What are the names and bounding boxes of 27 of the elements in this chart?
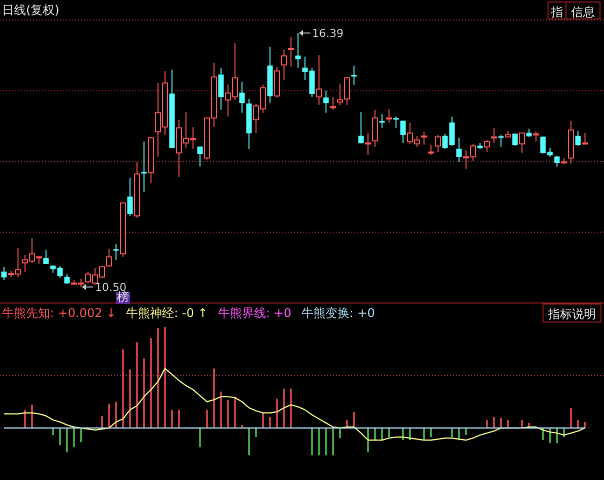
candlestick [141, 141, 147, 193]
candlestick [288, 36, 294, 68]
candlestick [239, 81, 245, 114]
text: 榜 [117, 290, 129, 304]
annotation: 16.39 [312, 27, 344, 40]
text: 牛熊先知: +0.002 ↓ [2, 306, 116, 320]
candlestick [372, 109, 378, 148]
candlestick [379, 114, 385, 128]
candlestick [351, 65, 357, 86]
candlestick [323, 90, 329, 114]
chart-title: 日线(复权) [2, 3, 60, 17]
legend-label: 牛熊界线: +0 [218, 306, 292, 320]
candlestick [281, 49, 287, 81]
text: 牛熊变换: +0 [301, 306, 375, 320]
candlestick [568, 120, 574, 164]
candlestick [218, 67, 224, 110]
candlestick [246, 98, 252, 150]
text: 指标说明 [547, 307, 596, 321]
candlestick [456, 137, 462, 162]
candlestick [113, 243, 119, 260]
candlestick [295, 32, 301, 68]
text: 指 [550, 5, 563, 19]
text: 信息 [571, 5, 595, 19]
text: 牛熊神经: -0 ↑ [126, 306, 208, 320]
candlestick [316, 54, 322, 106]
candlestick [365, 132, 371, 156]
candlestick [267, 46, 273, 104]
